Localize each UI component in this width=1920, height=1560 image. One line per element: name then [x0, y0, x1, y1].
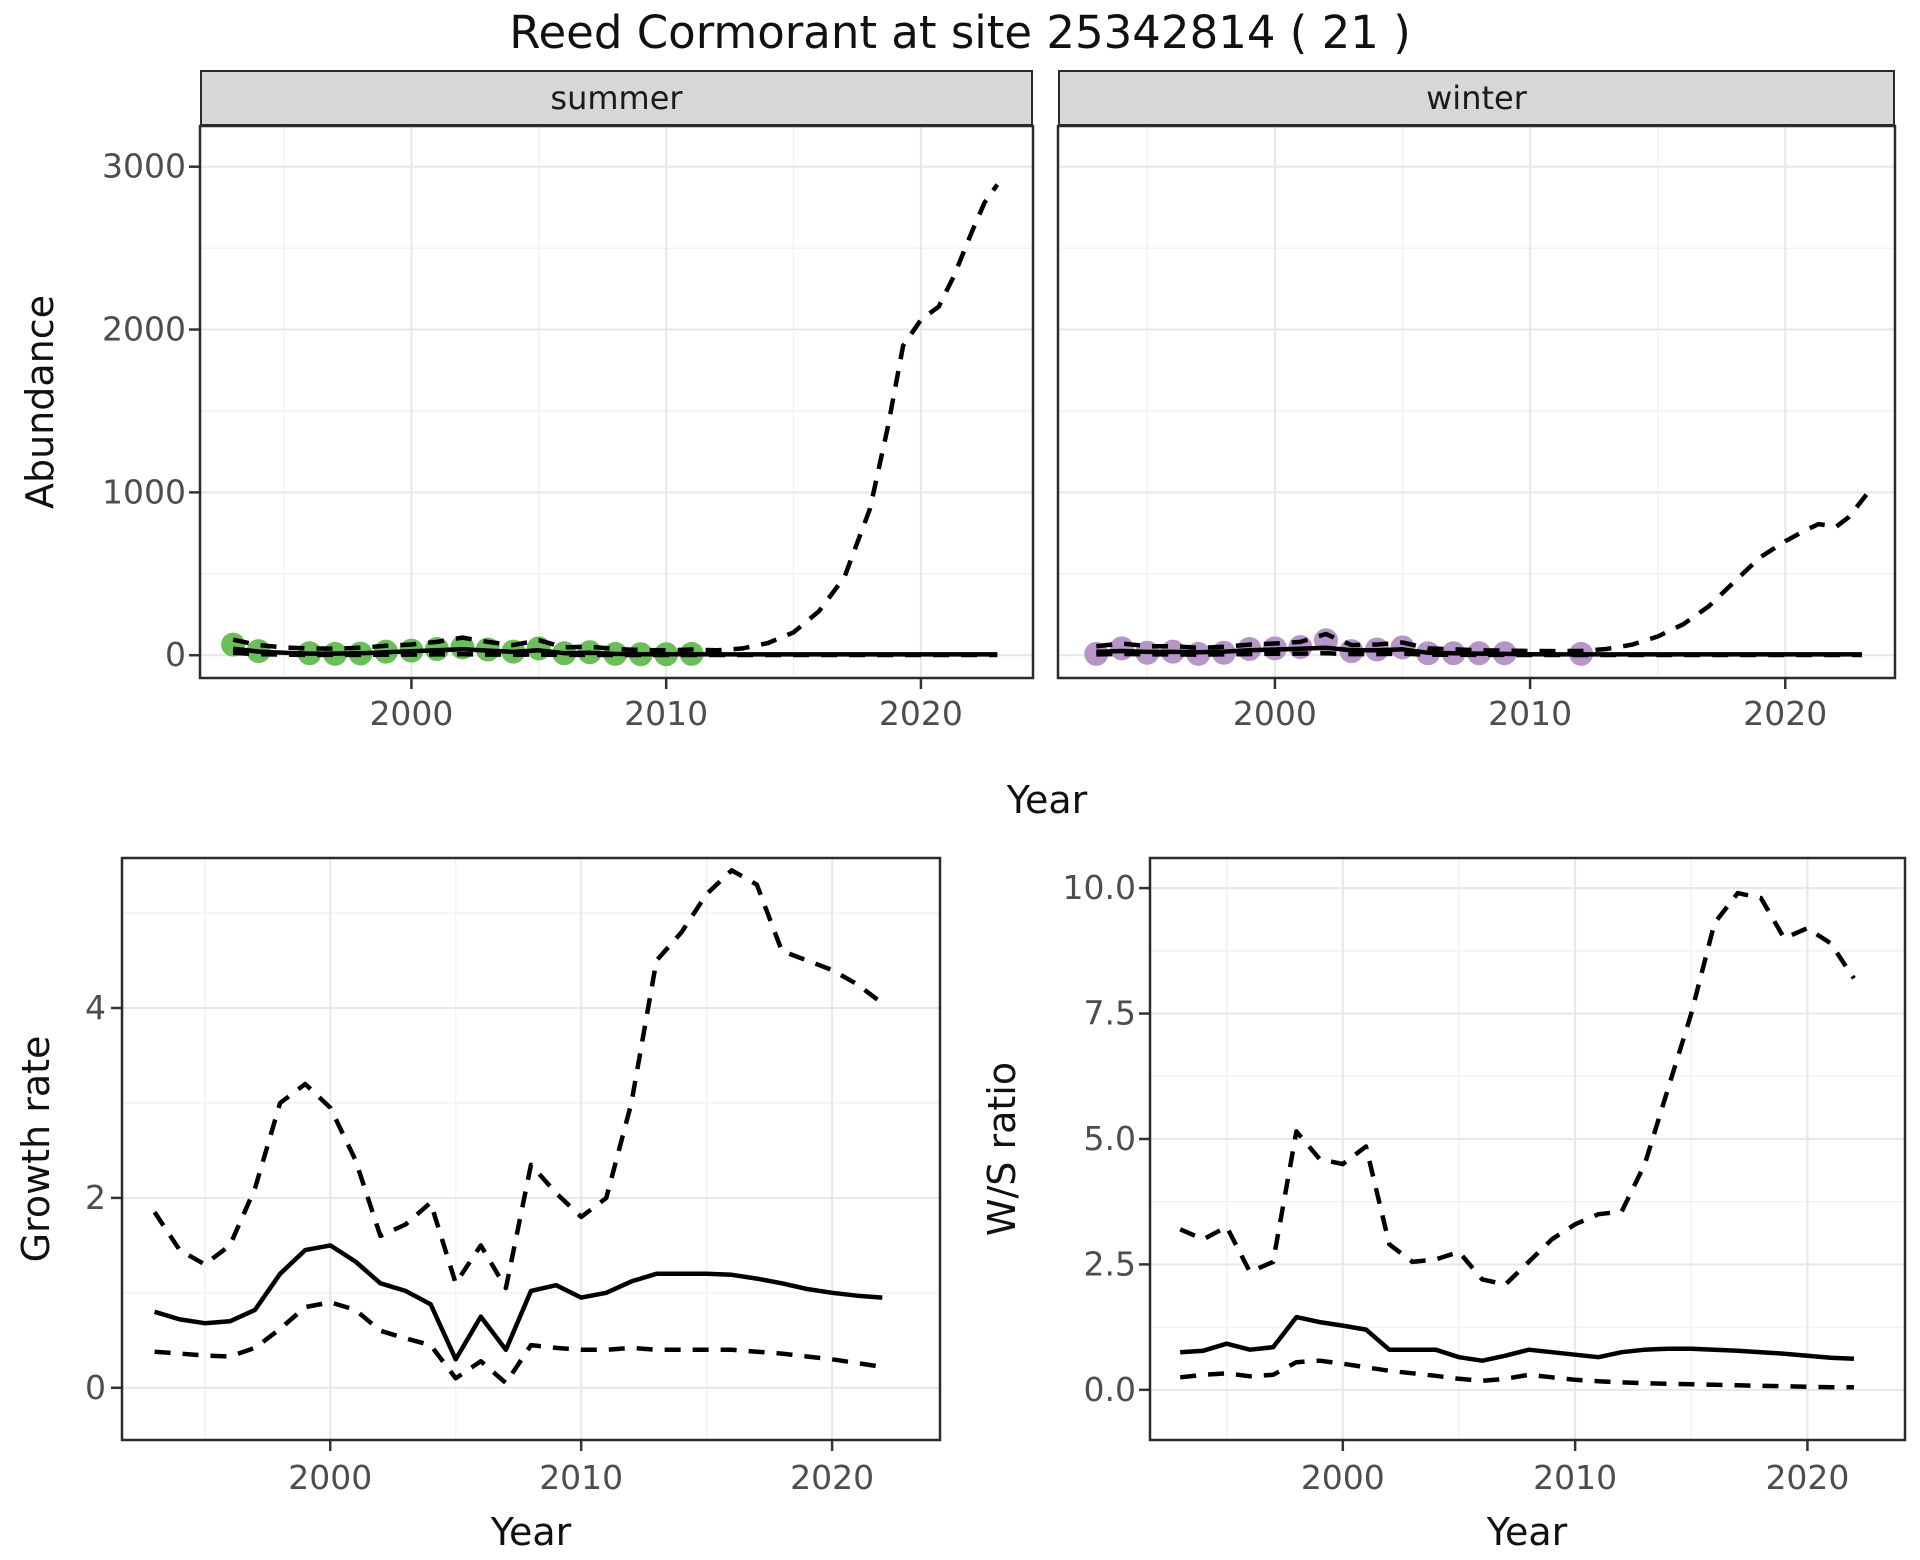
- svg-text:0: 0: [85, 1368, 106, 1407]
- svg-text:2000: 2000: [288, 1458, 372, 1497]
- facet-strip-winter: winter: [1058, 70, 1895, 126]
- svg-text:2000: 2000: [1233, 694, 1317, 733]
- svg-text:5.0: 5.0: [1084, 1119, 1136, 1158]
- svg-text:2020: 2020: [879, 694, 963, 733]
- svg-text:2010: 2010: [539, 1458, 623, 1497]
- svg-text:2010: 2010: [1488, 694, 1572, 733]
- year-axis-title-bottom-right: Year: [1486, 1510, 1568, 1554]
- svg-text:2000: 2000: [369, 694, 453, 733]
- page-title: Reed Cormorant at site 25342814 ( 21 ): [509, 6, 1411, 59]
- facet-strip-summer: summer: [200, 70, 1033, 126]
- svg-text:2020: 2020: [1743, 694, 1827, 733]
- year-axis-title-top: Year: [1006, 778, 1088, 822]
- svg-text:1000: 1000: [102, 472, 186, 511]
- year-axis-title-bottom-left: Year: [490, 1510, 572, 1554]
- svg-text:2000: 2000: [1301, 1458, 1385, 1497]
- svg-text:2.5: 2.5: [1084, 1244, 1136, 1283]
- growth-rate-axis-title: Growth rate: [14, 1035, 58, 1263]
- abundance-axis-title: Abundance: [18, 294, 62, 510]
- svg-text:2000: 2000: [102, 310, 186, 349]
- svg-text:2020: 2020: [790, 1458, 874, 1497]
- svg-text:7.5: 7.5: [1084, 994, 1136, 1033]
- ws-ratio-axis-title: W/S ratio: [980, 1061, 1024, 1237]
- svg-text:3000: 3000: [102, 147, 186, 186]
- svg-text:10.0: 10.0: [1063, 868, 1136, 907]
- svg-text:0: 0: [165, 635, 186, 674]
- svg-text:2020: 2020: [1765, 1458, 1849, 1497]
- svg-text:2010: 2010: [624, 694, 708, 733]
- svg-text:0.0: 0.0: [1084, 1370, 1136, 1409]
- facet-strip-winter-label: winter: [1426, 79, 1527, 117]
- svg-text:2: 2: [85, 1178, 106, 1217]
- svg-text:2010: 2010: [1533, 1458, 1617, 1497]
- facet-strip-summer-label: summer: [550, 79, 683, 117]
- svg-text:4: 4: [85, 988, 106, 1027]
